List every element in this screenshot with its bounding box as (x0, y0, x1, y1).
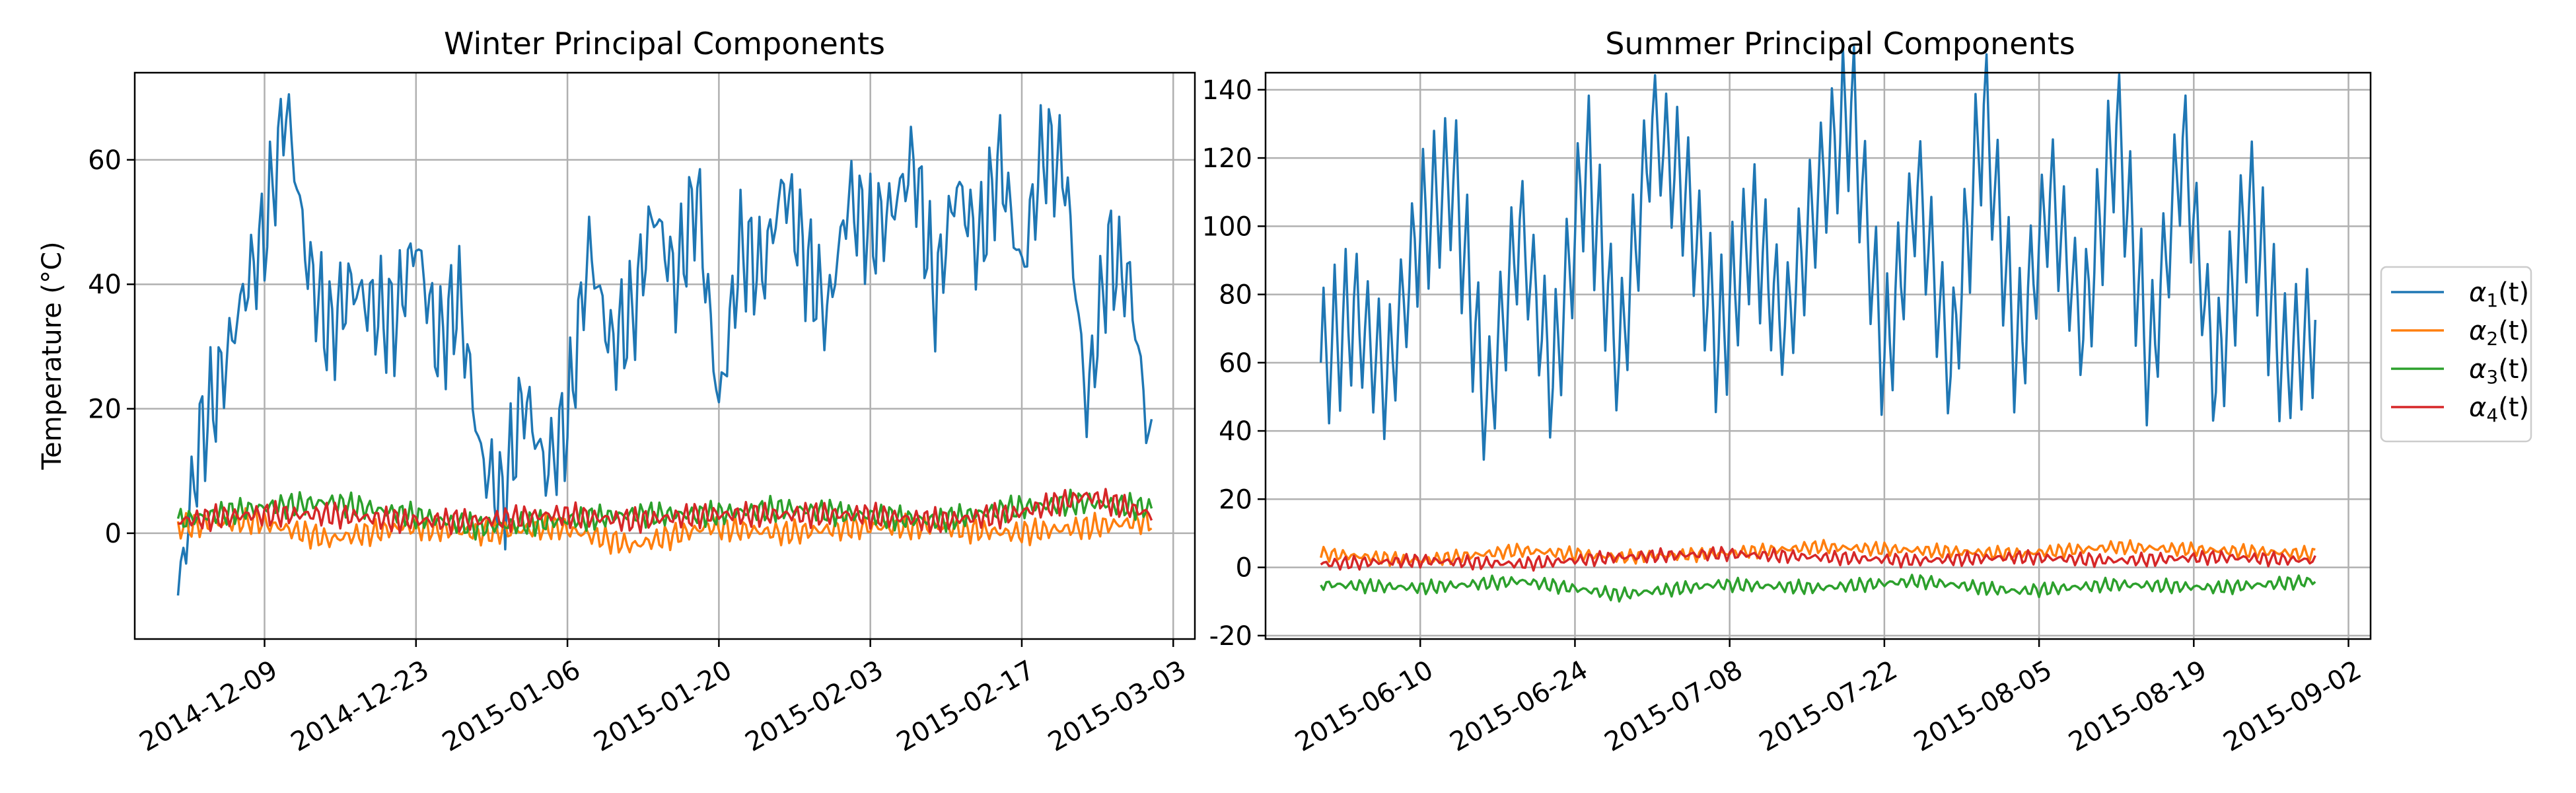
winter-y-axis-label: Temperature (°C) (37, 241, 67, 470)
summer-series-a4-line (1320, 546, 2316, 572)
legend-label-a3: α3(t) (2469, 354, 2529, 388)
legend: α1(t) α2(t) α3(t) α4(t) (2380, 266, 2532, 443)
winter-x-tick-label: 2015-02-03 (740, 655, 888, 758)
winter-x-tick-label: 2015-03-03 (1043, 655, 1191, 758)
winter-y-tick-label: 40 (88, 270, 122, 300)
winter-y-tick-label: 20 (88, 395, 122, 425)
winter-x-tick-label: 2015-02-17 (892, 655, 1040, 758)
winter-series-a3-line (176, 488, 1153, 541)
winter-series-a1-line (176, 93, 1153, 596)
summer-y-tick-label: 0 (1236, 553, 1252, 584)
winter-x-tick-label: 2014-12-09 (135, 655, 283, 758)
summer-x-tick-label: 2015-08-05 (1909, 655, 2057, 758)
summer-x-tick-label: 2015-07-22 (1754, 655, 1902, 758)
legend-label-a1: α1(t) (2469, 278, 2529, 311)
winter-series (176, 93, 1153, 596)
winter-series-a4-line (178, 488, 1153, 535)
summer-x-tick-label: 2015-06-10 (1290, 655, 1438, 758)
winter-axes-frame (133, 71, 1196, 640)
summer-y-tick-label: 20 (1219, 484, 1252, 515)
legend-label-a2: α2(t) (2469, 316, 2529, 350)
legend-frame (2380, 266, 2532, 443)
summer-series (1319, 45, 2317, 603)
summer-panel: 2015-06-10 2015-06-24 2015-07-08 2015-07-22… (1202, 26, 2372, 758)
summer-x-tick-label: 2015-06-24 (1445, 655, 1593, 758)
winter-x-tick-label: 2015-01-20 (589, 655, 736, 758)
legend-label-a4: α4(t) (2469, 393, 2529, 426)
winter-title: Winter Principal Components (444, 26, 885, 61)
summer-series-a1-line (1319, 45, 2317, 461)
summer-y-tick-label: 140 (1202, 75, 1252, 106)
winter-y-tick-label: 0 (105, 519, 122, 549)
winter-panel: 2014-12-09 2014-12-23 2015-01-06 2015-01-20… (37, 26, 1196, 758)
summer-y-tick-label: 120 (1202, 143, 1252, 174)
summer-x-tick-label: 2015-07-08 (1600, 655, 1748, 758)
summer-series-a2-line (1320, 539, 2316, 567)
summer-x-tick-label: 2015-08-19 (2063, 655, 2211, 758)
summer-y-tick-label: 80 (1219, 280, 1252, 311)
summer-y-tick-label: -20 (1209, 621, 1252, 652)
summer-series-a3-line (1320, 574, 2316, 603)
winter-y-tick-label: 60 (88, 145, 122, 176)
winter-grid (135, 73, 1195, 639)
winter-series-a2-line (176, 507, 1153, 555)
winter-x-tick-label: 2015-01-06 (437, 655, 585, 758)
summer-title: Summer Principal Components (1605, 26, 2075, 61)
summer-x-tick-label: 2015-09-02 (2219, 655, 2367, 758)
summer-axes-frame (1264, 71, 2372, 640)
summer-y-tick-label: 40 (1219, 416, 1252, 447)
winter-x-tick-label: 2014-12-23 (286, 655, 434, 758)
legend-items: α1(t) α2(t) α3(t) α4(t) (2391, 278, 2529, 426)
summer-y-tick-label: 60 (1219, 348, 1252, 379)
summer-y-tick-label: 100 (1202, 211, 1252, 242)
